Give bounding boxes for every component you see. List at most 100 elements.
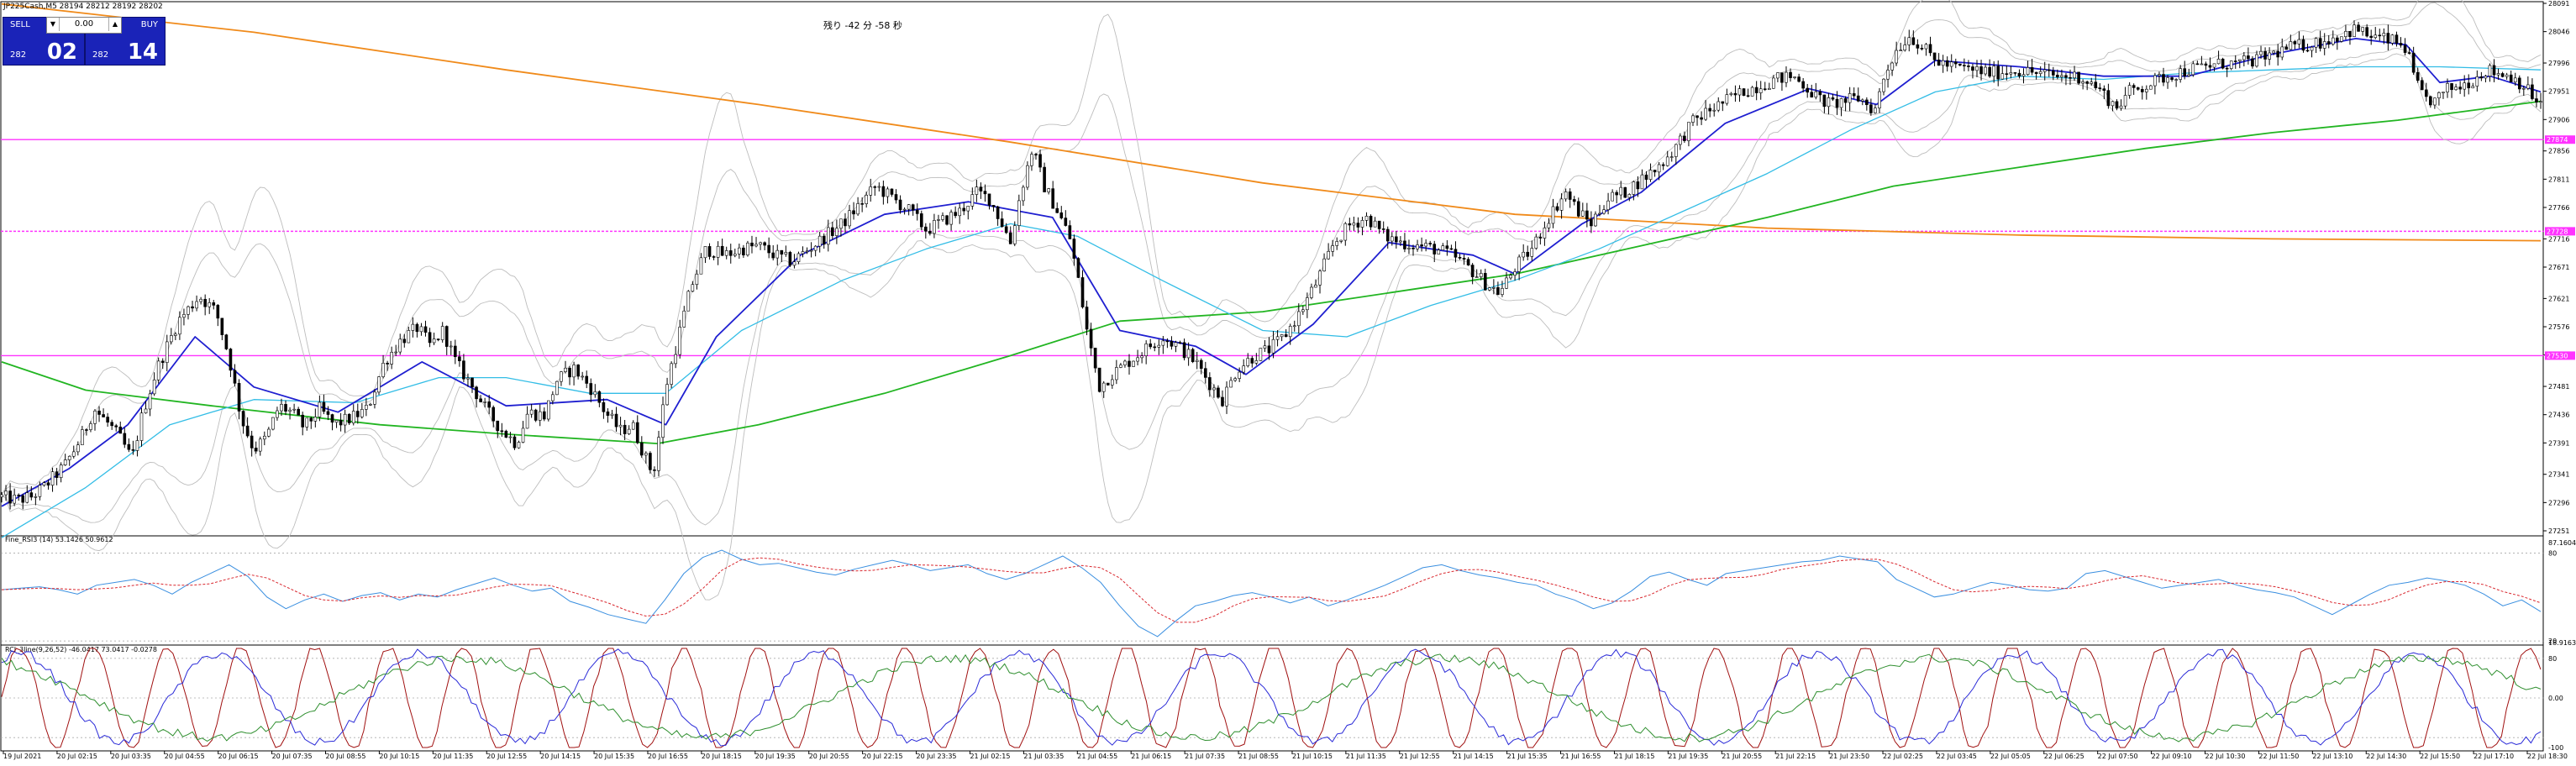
candle-body [937, 219, 940, 221]
candle-body [271, 417, 275, 430]
price-tick-label: 27341 [2548, 471, 2569, 479]
price-tick-label: 27671 [2548, 264, 2569, 271]
candle-body [351, 411, 355, 423]
candle-body [2526, 84, 2530, 89]
candle-body [1208, 377, 1212, 391]
price-levels: 27874 27728 27530 [1, 135, 2575, 360]
candle-body [2212, 63, 2216, 68]
candle-body [2284, 46, 2289, 50]
lot-increase-icon[interactable]: ▲ [108, 18, 121, 31]
candle-body [796, 253, 801, 262]
candle-body [742, 247, 745, 255]
candle-body [139, 412, 144, 441]
candle-body [2017, 72, 2021, 76]
candle-body [1949, 61, 1953, 67]
candle-body [1327, 250, 1330, 260]
candle-body [1602, 209, 1606, 214]
candle-body [2259, 50, 2263, 55]
candle-body [2336, 37, 2339, 42]
candle-body [339, 420, 343, 426]
candle-body [76, 444, 80, 453]
candle-body [102, 414, 105, 417]
symbol-header: JP225Cash,M5 28194 28212 28192 28202 [3, 3, 163, 11]
candle-body [792, 261, 796, 266]
time-tick-label: 21 Jul 23:50 [1829, 753, 1869, 760]
lot-size-value: 0.00 [74, 19, 94, 29]
candle-body [707, 246, 712, 257]
buy-label: BUY [140, 20, 158, 29]
band-line [1, 47, 2542, 526]
candle-body [1182, 342, 1186, 359]
candle-body [848, 210, 851, 227]
lot-size-field[interactable]: ▼ 0.00 ▲ [46, 17, 122, 34]
candle-body [1615, 192, 1618, 196]
candle-body [191, 306, 194, 309]
candle-body [1441, 245, 1445, 251]
candle-body [1275, 336, 1280, 340]
candle-body [1343, 223, 1348, 241]
candle-body [2013, 72, 2017, 74]
candle-body [487, 401, 491, 408]
price-tick-label: 27951 [2548, 88, 2569, 96]
candle-body [728, 250, 733, 256]
candle-body [2144, 88, 2148, 92]
candle-body [1882, 78, 1885, 92]
candle-body [208, 302, 212, 307]
lot-decrease-icon[interactable]: ▼ [47, 18, 60, 31]
candle-body [1356, 223, 1360, 228]
candle-body [1203, 368, 1207, 378]
candle-body [1895, 50, 1898, 64]
candle-body [915, 209, 919, 214]
candle-body [106, 417, 109, 423]
candle-body [330, 414, 334, 423]
candle-body [1878, 91, 1881, 108]
moving-average-line [1, 100, 2542, 444]
candle-body [131, 449, 135, 451]
candle-body [2030, 67, 2034, 73]
candle-body [2365, 27, 2368, 37]
candle-body [347, 413, 351, 423]
candle-body [2488, 65, 2492, 76]
candle-body [2026, 67, 2030, 76]
candle-body [2149, 85, 2153, 90]
candle-body [444, 326, 449, 347]
candle-body [2297, 39, 2301, 45]
candle-body [2369, 35, 2374, 39]
candle-body [2200, 63, 2204, 66]
candle-body [1288, 326, 1292, 338]
price-tick-label: 27996 [2548, 60, 2569, 67]
candle-body [639, 442, 644, 456]
candle-body [1339, 239, 1343, 242]
candle-body [1128, 360, 1131, 367]
candle-body [1229, 380, 1233, 388]
candle-body [1284, 334, 1288, 338]
time-tick-label: 20 Jul 23:35 [917, 753, 957, 760]
candle-body [492, 407, 496, 422]
price-level-label: 27530 [2547, 352, 2568, 359]
time-tick-label: 20 Jul 04:55 [165, 753, 205, 760]
candle-body [1399, 240, 1402, 243]
candle-body [135, 440, 139, 451]
candle-body [2233, 60, 2237, 62]
time-tick-label: 20 Jul 06:15 [218, 753, 259, 760]
candle-body [970, 194, 975, 207]
candle-body [1157, 344, 1161, 348]
candle-body [983, 191, 987, 195]
candle-body [657, 437, 660, 471]
candle-body [572, 365, 576, 378]
candle-body [110, 422, 113, 427]
price-level-label: 27728 [2547, 228, 2568, 235]
candle-body [941, 215, 944, 220]
candle-body [1352, 223, 1356, 226]
candle-body [1594, 213, 1597, 227]
candle-body [144, 408, 148, 414]
candle-body [2247, 55, 2250, 60]
candle-body [801, 251, 805, 254]
candle-body [241, 411, 245, 427]
candle-body [614, 413, 618, 428]
candle-body [1598, 212, 1601, 215]
time-tick-label: 21 Jul 10:15 [1292, 753, 1333, 760]
candle-body [670, 363, 673, 385]
candle-body [55, 471, 59, 478]
